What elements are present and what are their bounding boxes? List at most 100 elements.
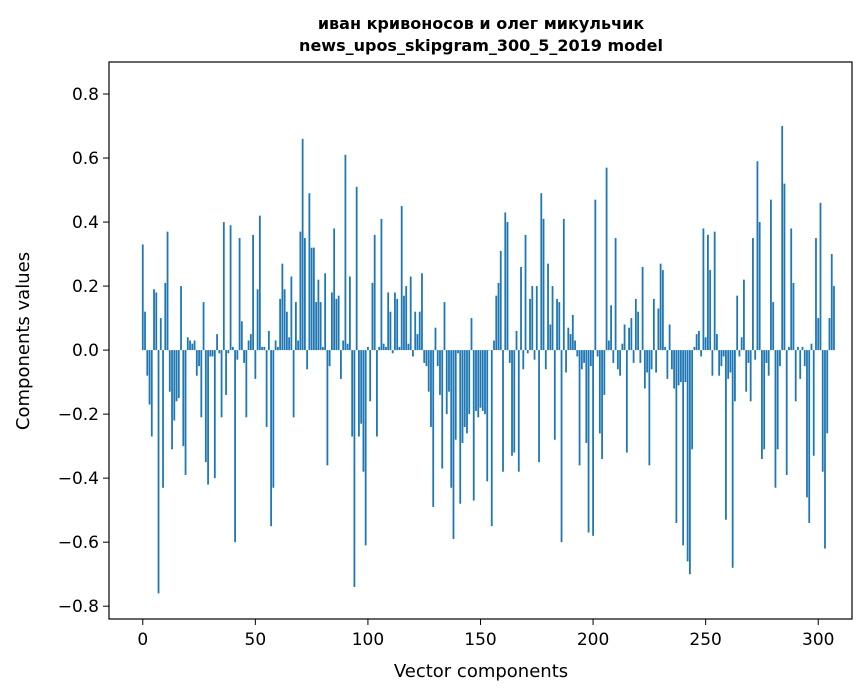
bar-289	[792, 282, 795, 351]
bar-136	[448, 350, 450, 392]
bar-37	[225, 350, 227, 395]
bar-55	[265, 350, 268, 427]
bar-83	[328, 350, 331, 367]
bar-238	[677, 350, 680, 386]
bar-191	[571, 314, 574, 351]
bar-103	[373, 234, 376, 351]
bar-46	[245, 350, 248, 418]
bar-65	[288, 337, 291, 351]
bar-271	[752, 238, 754, 351]
bar-162	[506, 222, 509, 351]
bar-224	[646, 350, 649, 373]
bar-195	[580, 350, 583, 370]
bar-101	[369, 350, 372, 402]
bar-52	[258, 215, 261, 351]
bar-121	[414, 311, 417, 351]
bar-197	[585, 350, 588, 443]
bar-75	[310, 247, 313, 351]
bar-160	[502, 350, 504, 472]
bar-213	[621, 343, 624, 351]
bar-42	[236, 350, 239, 360]
bar-43	[238, 238, 241, 351]
bar-202	[596, 350, 599, 357]
bar-199	[589, 350, 592, 367]
bar-221	[639, 350, 642, 363]
y-tick-label: −0.2	[58, 405, 99, 425]
bar-126	[425, 350, 428, 367]
bar-219	[634, 298, 637, 351]
bar-3	[148, 350, 151, 405]
bar-17	[180, 286, 182, 351]
bar-86	[335, 298, 338, 351]
bar-232	[664, 346, 667, 351]
bar-41	[234, 350, 236, 543]
bar-172	[529, 298, 531, 351]
bar-23	[193, 340, 196, 351]
bar-57	[270, 350, 273, 527]
bar-299	[815, 238, 817, 351]
bar-1	[144, 311, 146, 351]
bar-240	[682, 350, 685, 546]
bar-216	[628, 327, 630, 351]
bar-150	[479, 350, 482, 408]
bar-144	[466, 350, 468, 434]
bar-298	[812, 350, 815, 456]
bar-251	[707, 234, 709, 351]
bar-91	[346, 343, 349, 351]
bar-64	[285, 311, 288, 351]
bar-235	[670, 350, 673, 370]
bar-87	[337, 295, 340, 351]
bar-287	[788, 346, 790, 351]
bar-68	[294, 302, 297, 351]
bar-100	[367, 346, 369, 351]
bar-276	[763, 350, 766, 450]
bar-288	[790, 228, 793, 351]
bar-252	[709, 270, 712, 351]
bar-29	[207, 350, 209, 485]
bar-143	[463, 350, 466, 427]
bar-110	[389, 311, 392, 351]
bar-161	[504, 212, 507, 351]
bar-54	[263, 346, 266, 351]
bar-242	[686, 350, 689, 562]
bar-206	[605, 167, 608, 351]
bar-151	[481, 350, 484, 411]
bar-237	[675, 350, 678, 523]
y-tick-label: −0.8	[58, 597, 99, 617]
bar-170	[524, 234, 527, 351]
bar-66	[290, 276, 293, 351]
bar-225	[648, 350, 651, 466]
bar-35	[220, 350, 223, 418]
bar-253	[711, 350, 714, 376]
bar-105	[378, 346, 381, 351]
bar-249	[702, 228, 705, 351]
bar-149	[477, 350, 480, 418]
bar-132	[439, 350, 441, 395]
bar-194	[578, 350, 581, 466]
bar-93	[351, 350, 354, 437]
bar-211	[616, 350, 619, 370]
bar-230	[659, 263, 662, 351]
bar-44	[240, 321, 243, 351]
bar-272	[754, 350, 757, 360]
bar-284	[781, 126, 784, 351]
bar-128	[430, 350, 432, 427]
bar-26	[200, 350, 203, 418]
bar-30	[209, 350, 212, 357]
bar-13	[171, 350, 173, 450]
bar-233	[666, 350, 669, 379]
bar-178	[542, 218, 545, 351]
bar-300	[817, 318, 820, 351]
bar-80	[321, 346, 324, 351]
bar-234	[668, 324, 671, 351]
bar-18	[182, 350, 185, 447]
bar-45	[243, 350, 245, 363]
x-tick-label: 200	[577, 630, 609, 650]
bar-79	[319, 302, 322, 351]
bar-6	[155, 292, 158, 351]
bar-90	[344, 154, 347, 351]
bar-51	[256, 289, 259, 351]
bar-118	[407, 343, 410, 351]
bar-60	[276, 346, 279, 351]
